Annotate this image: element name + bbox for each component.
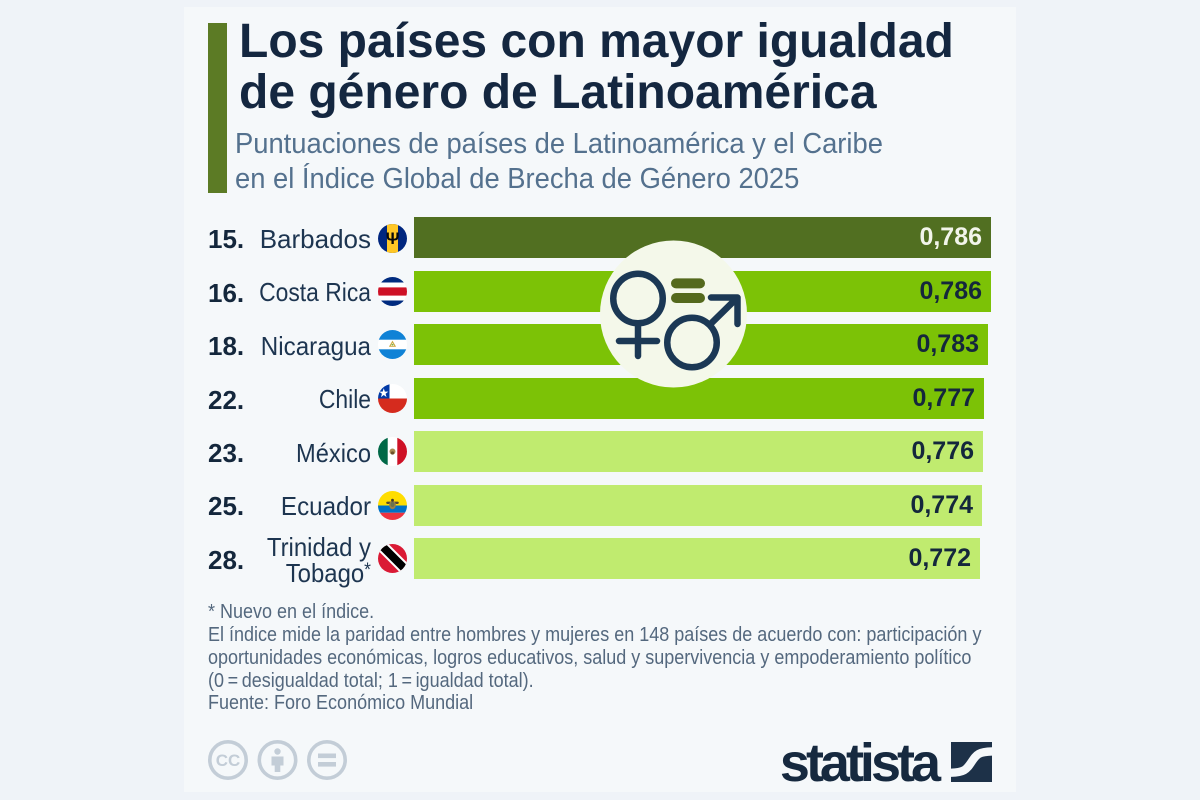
svg-text:Ψ: Ψ xyxy=(386,229,400,248)
svg-text:CC: CC xyxy=(216,751,241,770)
